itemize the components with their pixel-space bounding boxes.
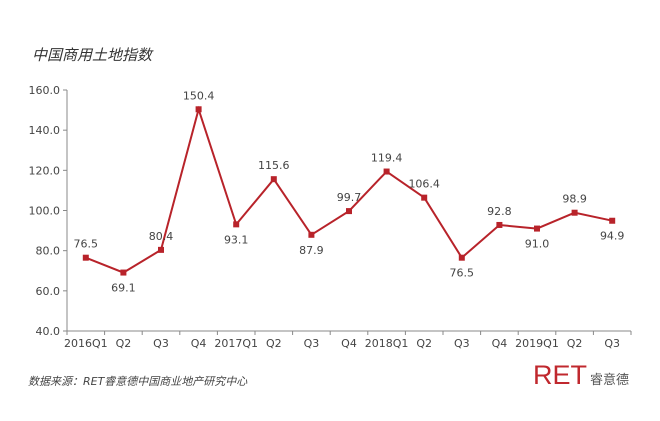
data-point: [534, 225, 540, 232]
chart-title: 中国商用土地指数: [32, 46, 153, 64]
data-point: [158, 246, 164, 253]
data-point: [421, 194, 428, 201]
x-tick-label: Q4: [341, 337, 357, 350]
data-label: 76.5: [74, 238, 99, 251]
y-tick-label: 140.0: [29, 124, 61, 137]
data-point: [383, 168, 390, 175]
data-label: 106.4: [408, 178, 440, 191]
y-tick-label: 60.0: [36, 285, 61, 298]
y-tick-label: 80.0: [36, 245, 61, 258]
y-tick-label: 100.0: [29, 205, 61, 218]
data-point: [496, 221, 503, 228]
data-label: 98.9: [562, 193, 587, 206]
brand-logo: RET 睿意德: [533, 360, 629, 391]
x-tick-label: Q2: [416, 337, 432, 350]
x-tick-label: Q2: [567, 337, 583, 350]
data-point: [308, 231, 315, 238]
data-label: 87.9: [299, 244, 324, 257]
data-label: 69.1: [111, 282, 136, 295]
data-label: 94.9: [600, 230, 625, 243]
y-tick-label: 160.0: [29, 84, 61, 97]
data-label: 91.0: [525, 238, 550, 251]
data-point: [458, 254, 465, 261]
data-point: [571, 209, 578, 216]
x-tick-label: Q3: [454, 337, 470, 350]
x-tick-label: 2018Q1: [365, 337, 409, 350]
data-point: [82, 254, 89, 261]
x-tick-label: 2019Q1: [515, 337, 559, 350]
data-point: [346, 208, 352, 215]
x-tick-label: Q3: [304, 337, 320, 350]
data-label: 80.4: [149, 230, 174, 243]
data-label: 150.4: [183, 89, 215, 102]
data-label: 76.5: [450, 267, 475, 280]
x-tick-label: Q4: [191, 337, 207, 350]
data-point: [195, 106, 202, 113]
brand-name: 睿意德: [590, 373, 630, 388]
brand-mark: RET: [533, 360, 587, 390]
data-label: 119.4: [371, 152, 403, 165]
x-tick-label: Q2: [116, 337, 132, 350]
y-tick-label: 40.0: [36, 325, 61, 338]
y-tick-label: 120.0: [29, 164, 61, 177]
x-tick-label: 2017Q1: [214, 337, 258, 350]
data-label: 99.7: [337, 191, 362, 204]
x-tick-label: Q3: [153, 337, 169, 350]
data-point: [609, 217, 616, 224]
x-tick-label: Q3: [604, 337, 620, 350]
data-point: [120, 269, 127, 276]
data-point: [270, 176, 277, 183]
data-label: 93.1: [224, 233, 249, 246]
data-point: [233, 221, 240, 228]
data-label: 115.6: [258, 159, 290, 172]
source-note: 数据来源：RET睿意德中国商业地产研究中心: [28, 375, 248, 388]
x-tick-label: Q4: [492, 337, 508, 350]
data-label: 92.8: [487, 205, 512, 218]
x-tick-label: 2016Q1: [64, 337, 108, 350]
x-tick-label: Q2: [266, 337, 282, 350]
